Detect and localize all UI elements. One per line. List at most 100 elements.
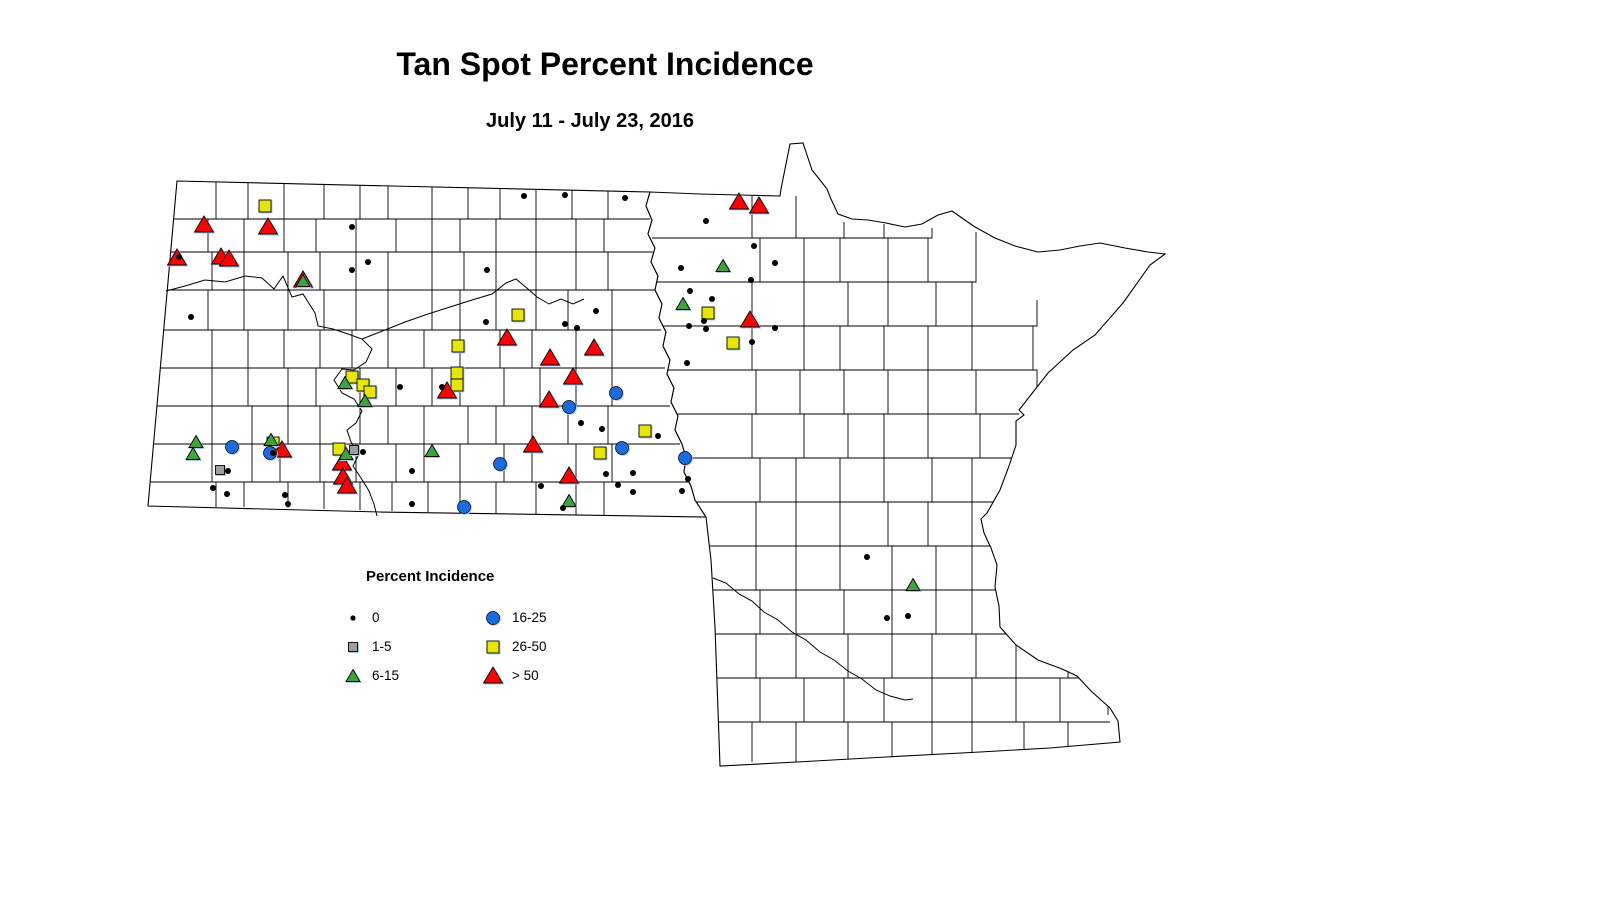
legend-symbol-triangle: [482, 665, 504, 683]
marker-0: [687, 288, 693, 294]
county-line: [459, 188, 469, 513]
marker-16-25: [609, 386, 623, 400]
marker-0: [484, 267, 490, 273]
county-line: [423, 187, 433, 512]
county-line: [883, 224, 893, 757]
marker-0: [701, 318, 707, 324]
marker-26-50: [593, 446, 607, 460]
marker-0: [709, 296, 715, 302]
chart-title: Tan Spot Percent Incidence: [396, 46, 814, 82]
legend-symbol-square: [486, 640, 500, 653]
marker-0: [630, 470, 636, 476]
marker-0: [270, 450, 276, 456]
marker-0: [521, 193, 527, 199]
marker-50: [558, 466, 580, 484]
marker-0: [210, 485, 216, 491]
marker-0: [772, 325, 778, 331]
marker-0: [365, 259, 371, 265]
county-line: [751, 196, 761, 762]
marker-6-15: [715, 258, 731, 272]
county-line: [315, 184, 325, 509]
county-line: [603, 191, 613, 516]
marker-0: [578, 420, 584, 426]
marker-50: [193, 215, 215, 233]
minnesota-river-line: [712, 577, 914, 701]
marker-0: [703, 326, 709, 332]
marker-0: [599, 426, 605, 432]
marker-50: [522, 435, 544, 453]
marker-6-15: [357, 393, 373, 407]
marker-50: [496, 328, 518, 346]
legend-item-6-15: 6-15: [336, 661, 476, 690]
north-dakota-county-lines: [149, 182, 690, 516]
marker-0: [685, 476, 691, 482]
marker-0: [409, 468, 415, 474]
missouri-river-line: [361, 278, 585, 340]
marker-0: [574, 325, 580, 331]
marker-50: [583, 338, 605, 356]
marker-50: [436, 381, 458, 399]
marker-0: [349, 224, 355, 230]
legend-item-label: 1-5: [372, 639, 392, 654]
marker-0: [630, 489, 636, 495]
marker-26-50: [450, 378, 464, 392]
marker-0: [772, 260, 778, 266]
county-line: [927, 228, 937, 754]
legend-item-label: > 50: [512, 668, 539, 683]
minnesota-county-lines: [652, 196, 1110, 766]
marker-16-25: [678, 451, 692, 465]
marker-0: [397, 384, 403, 390]
marker-0: [224, 491, 230, 497]
marker-0: [678, 265, 684, 271]
legend-symbol-square-small: [348, 641, 358, 652]
marker-26-50: [511, 308, 525, 322]
county-line: [351, 185, 361, 510]
county-line: [971, 232, 981, 752]
marker-6-15: [905, 577, 921, 591]
marker-0: [560, 505, 566, 511]
marker-0: [282, 492, 288, 498]
legend-item-0: 0: [336, 603, 476, 632]
minnesota-outline: [645, 142, 1167, 767]
marker-6-15: [675, 296, 691, 310]
marker-0: [686, 323, 692, 329]
legend-item-1-5: 1-5: [336, 632, 476, 661]
legend-title: Percent Incidence: [366, 568, 495, 585]
marker-0: [622, 195, 628, 201]
marker-50: [336, 476, 358, 494]
marker-26-50: [726, 336, 740, 350]
legend-column-2: 16-25 26-50 > 50: [476, 603, 547, 690]
marker-6-15: [263, 432, 279, 446]
marker-1-5: [215, 465, 225, 475]
county-line: [531, 189, 541, 515]
county-line: [279, 183, 289, 508]
marker-50: [539, 348, 561, 366]
marker-16-25: [225, 440, 239, 454]
marker-1-5: [349, 445, 359, 455]
marker-0: [749, 339, 755, 345]
marker-16-25: [457, 500, 471, 514]
marker-50: [271, 440, 293, 458]
marker-26-50: [451, 339, 465, 353]
marker-0: [679, 488, 685, 494]
marker-26-50: [638, 424, 652, 438]
county-line: [795, 196, 805, 764]
marker-0: [905, 613, 911, 619]
marker-16-25: [615, 441, 629, 455]
marker-50: [739, 310, 761, 328]
north-dakota-outline: [147, 180, 708, 518]
marker-0: [603, 471, 609, 477]
marker-0: [409, 501, 415, 507]
county-line: [387, 186, 397, 511]
marker-26-50: [345, 370, 359, 384]
marker-26-50: [701, 306, 715, 320]
legend-item-50: > 50: [476, 661, 547, 690]
marker-16-25: [493, 457, 507, 471]
marker-50: [218, 249, 240, 267]
marker-6-15: [295, 273, 311, 287]
incidence-markers: [166, 192, 921, 621]
chart-subtitle: July 11 - July 23, 2016: [486, 110, 694, 132]
legend-item-label: 16-25: [512, 610, 547, 625]
marker-0: [360, 449, 366, 455]
